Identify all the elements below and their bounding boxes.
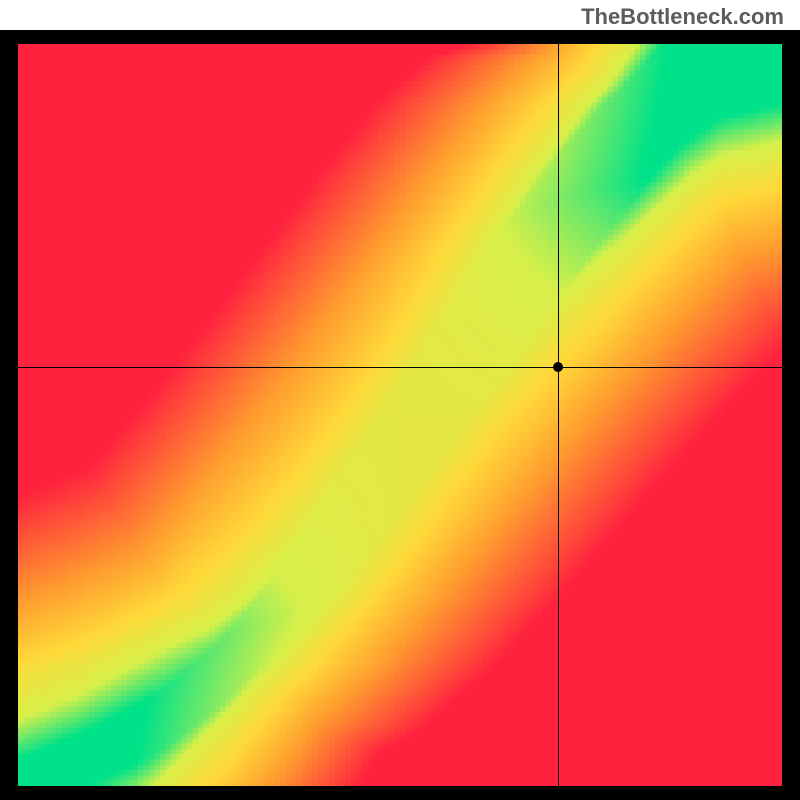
heatmap-canvas <box>18 44 782 786</box>
crosshair-horizontal <box>18 367 782 368</box>
attribution-text: TheBottleneck.com <box>581 4 784 30</box>
crosshair-marker <box>553 362 563 372</box>
plot-frame <box>0 30 800 800</box>
plot-area <box>18 44 782 786</box>
crosshair-vertical <box>558 44 559 786</box>
chart-container: TheBottleneck.com <box>0 0 800 800</box>
